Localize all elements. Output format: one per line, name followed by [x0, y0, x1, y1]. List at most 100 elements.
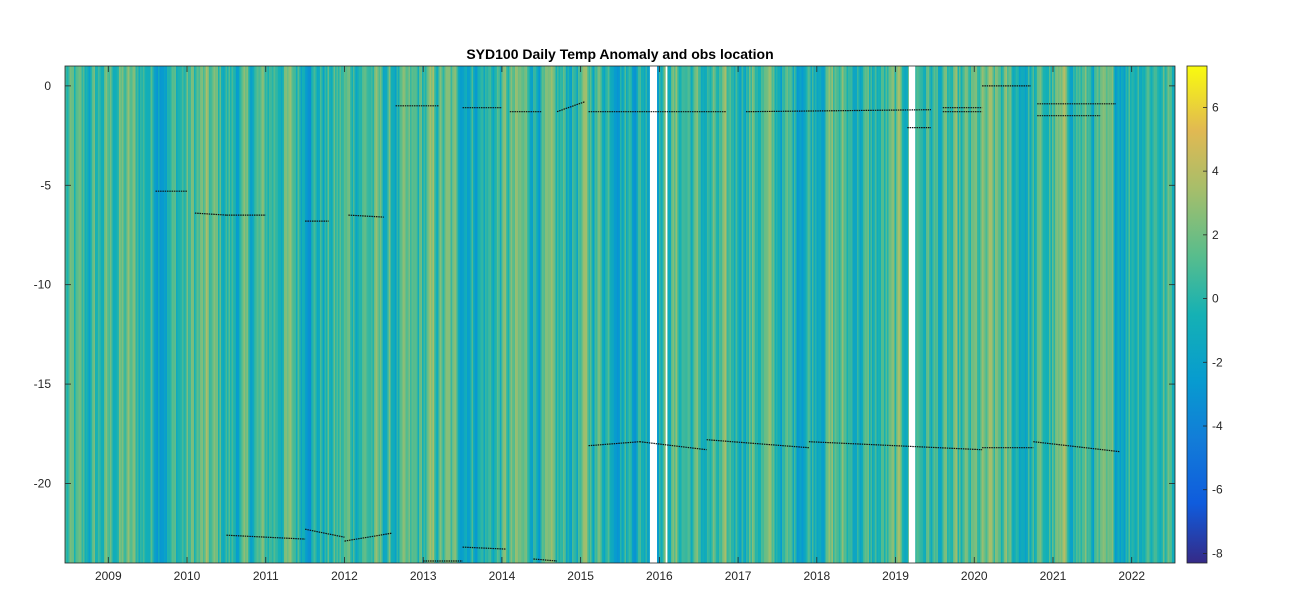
heatmap-stripe [165, 66, 168, 563]
heatmap-stripe [833, 66, 835, 563]
heatmap-stripe [168, 66, 171, 563]
heatmap-stripe [299, 66, 301, 563]
heatmap-stripe [659, 66, 661, 563]
heatmap-stripe [581, 66, 583, 563]
heatmap-stripe [407, 66, 409, 563]
heatmap-stripe [66, 66, 69, 563]
heatmap-stripe [734, 66, 736, 563]
heatmap-stripe [275, 66, 277, 563]
heatmap-stripe [591, 66, 594, 563]
heatmap-stripe [84, 66, 87, 563]
heatmap-stripe [483, 66, 486, 563]
heatmap-stripe [899, 66, 901, 563]
heatmap-stripe [314, 66, 316, 563]
heatmap-stripe [953, 66, 955, 563]
heatmap-stripe [515, 66, 517, 563]
heatmap-stripe [462, 66, 465, 563]
heatmap-stripe [1104, 66, 1107, 563]
heatmap-stripe [903, 66, 906, 563]
heatmap-stripe [834, 66, 837, 563]
heatmap-stripe [882, 66, 885, 563]
heatmap-stripe [1005, 66, 1008, 563]
heatmap-stripe [927, 66, 930, 563]
heatmap-stripe [446, 66, 448, 563]
heatmap-stripe [117, 66, 120, 563]
heatmap-stripe [1082, 66, 1084, 563]
heatmap-stripe [761, 66, 763, 563]
heatmap-stripe [1070, 66, 1072, 563]
heatmap-stripe [81, 66, 84, 563]
heatmap-stripe [240, 66, 243, 563]
heatmap-stripe [828, 66, 831, 563]
heatmap-stripe [519, 66, 522, 563]
heatmap-stripe [524, 66, 526, 563]
heatmap-stripe [92, 66, 94, 563]
heatmap-stripe [1119, 66, 1122, 563]
heatmap-stripe [290, 66, 292, 563]
heatmap-stripe [1056, 66, 1059, 563]
heatmap-stripe [939, 66, 942, 563]
heatmap-stripe [386, 66, 388, 563]
y-tick-label: -15 [34, 377, 52, 391]
heatmap-stripe [192, 66, 195, 563]
heatmap-stripe [747, 66, 750, 563]
heatmap-stripe [774, 66, 777, 563]
heatmap-stripe [518, 66, 520, 563]
heatmap-stripe [710, 66, 712, 563]
heatmap-stripe [83, 66, 85, 563]
heatmap-stripe [714, 66, 717, 563]
heatmap-stripe [596, 66, 598, 563]
colorbar-tick-label: -2 [1212, 355, 1223, 369]
heatmap-stripe [1047, 66, 1050, 563]
heatmap-stripe [1043, 66, 1045, 563]
heatmap-stripe [716, 66, 718, 563]
heatmap-stripe [594, 66, 597, 563]
heatmap-stripe [1077, 66, 1080, 563]
heatmap-stripe [209, 66, 211, 563]
heatmap-stripe [251, 66, 253, 563]
heatmap-stripe [906, 66, 909, 563]
heatmap-stripe [542, 66, 544, 563]
heatmap-stripe [1118, 66, 1120, 563]
heatmap-stripe [681, 66, 684, 563]
heatmap-stripe [1142, 66, 1144, 563]
heatmap-stripe [1064, 66, 1066, 563]
heatmap-stripe [461, 66, 463, 563]
heatmap-stripe [1025, 66, 1027, 563]
heatmap-stripe [1095, 66, 1098, 563]
heatmap-stripe [836, 66, 838, 563]
heatmap-stripe [935, 66, 937, 563]
heatmap-stripe [396, 66, 399, 563]
heatmap-stripes [65, 66, 1175, 563]
colorbar-tick-label: 2 [1212, 228, 1219, 242]
heatmap-stripe [777, 66, 780, 563]
heatmap-stripe [1089, 66, 1092, 563]
heatmap-stripe [183, 66, 186, 563]
heatmap-stripe [263, 66, 265, 563]
heatmap-stripe [144, 66, 147, 563]
heatmap-stripe [995, 66, 997, 563]
heatmap-stripe [110, 66, 112, 563]
heatmap-stripe [624, 66, 627, 563]
heatmap-stripe [222, 66, 225, 563]
heatmap-stripe [126, 66, 129, 563]
heatmap-stripe [948, 66, 951, 563]
heatmap-stripe [260, 66, 262, 563]
heatmap-stripe [107, 66, 109, 563]
heatmap-stripe [221, 66, 223, 563]
heatmap-stripe [206, 66, 208, 563]
heatmap-stripe [482, 66, 484, 563]
heatmap-stripe [1002, 66, 1005, 563]
heatmap-stripe [738, 66, 741, 563]
heatmap-stripe [435, 66, 438, 563]
heatmap-stripe [471, 66, 474, 563]
heatmap-stripe [437, 66, 439, 563]
heatmap-stripe [938, 66, 940, 563]
heatmap-stripe [444, 66, 447, 563]
heatmap-stripe [1139, 66, 1141, 563]
heatmap-stripe [252, 66, 255, 563]
heatmap-stripe [959, 66, 961, 563]
heatmap-stripe [77, 66, 79, 563]
heatmap-stripe [336, 66, 339, 563]
